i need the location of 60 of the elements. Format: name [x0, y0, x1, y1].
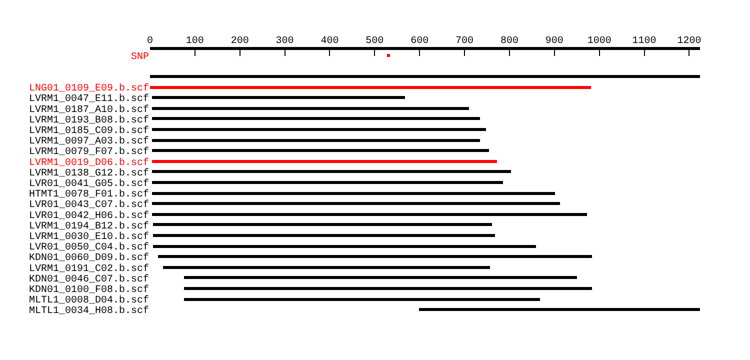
- x-tick-label: 100: [186, 36, 204, 47]
- x-tick-label: 800: [500, 36, 518, 47]
- x-tick-label: 1200: [677, 36, 702, 47]
- bar: [152, 139, 480, 142]
- y-tick-label: LVRM1_0097_A03.b.scf: [28, 136, 149, 148]
- y-tick-label: LVRM1_0187_A10.b.scf: [28, 104, 149, 116]
- y-tick-label: LVR01_0043_C07.b.scf: [28, 199, 149, 212]
- bar: [152, 170, 511, 173]
- y-tick-label: MLTL1_0008_D04.b.scf: [28, 294, 149, 307]
- bar: [152, 117, 480, 120]
- x-tick-label: 1100: [632, 36, 656, 47]
- x-tick-label: 0: [146, 36, 154, 47]
- y-tick-label: HTMT1_0078_F01.b.scf: [28, 188, 149, 201]
- bar: [158, 255, 592, 258]
- x-tick-label: 900: [545, 36, 564, 47]
- bar: [152, 107, 469, 110]
- bar: [163, 266, 490, 269]
- bar: [152, 128, 486, 131]
- bar: [387, 54, 390, 57]
- bar: [152, 149, 489, 152]
- x-tick-label: 700: [456, 36, 474, 47]
- bar: [152, 213, 587, 216]
- x-tick-label: 1000: [587, 36, 612, 47]
- bar: [152, 160, 497, 163]
- y-tick-label: LVRM1_0194_B12.b.scf: [28, 220, 149, 232]
- y-tick-label: MLTL1_0034_H08.b.scf: [28, 305, 149, 318]
- y-tick-label: LNG01_0109_E09.b.scf: [28, 82, 149, 95]
- y-tick-label: LVR01_0042_H06.b.scf: [28, 210, 149, 222]
- y-tick-label: SNP: [130, 52, 149, 63]
- bar: [152, 181, 503, 184]
- y-tick-label: LVRM1_0047_E11.b.scf: [28, 93, 149, 106]
- bar: [419, 308, 700, 311]
- bar: [152, 96, 405, 99]
- y-tick-label: LVR01_0050_C04.b.scf: [28, 242, 149, 254]
- x-tick-label: 400: [320, 36, 339, 47]
- bar: [153, 234, 495, 237]
- bar: [184, 287, 592, 290]
- y-tick-label: KDN01_0046_C07.b.scf: [28, 273, 149, 286]
- bar: [150, 86, 591, 89]
- y-tick-label: LVRM1_0019_D06.b.scf: [28, 156, 149, 169]
- y-tick-label: LVRM1_0193_B08.b.scf: [28, 114, 149, 126]
- x-tick-label: 200: [230, 36, 249, 47]
- bar: [152, 192, 555, 195]
- y-tick-label: LVRM1_0079_F07.b.scf: [28, 146, 149, 158]
- y-tick-label: LVR01_0041_G05.b.scf: [28, 178, 149, 190]
- x-tick-label: 600: [410, 36, 429, 47]
- y-tick-label: LVRM1_0030_E10.b.scf: [28, 231, 149, 243]
- bar: [184, 276, 577, 279]
- bar: [153, 245, 536, 248]
- bar: [150, 75, 700, 78]
- y-tick-label: LVRM1_0138_G12.b.scf: [28, 167, 149, 180]
- bar: [152, 202, 560, 205]
- y-tick-label: KDN01_0060_D09.b.scf: [28, 252, 149, 264]
- y-tick-label: LVRM1_0191_C02.b.scf: [28, 262, 149, 275]
- y-tick-label: LVRM1_0185_C09.b.scf: [28, 125, 149, 137]
- x-tick-label: 300: [276, 36, 294, 47]
- bar: [153, 223, 492, 226]
- y-tick-label: KDN01_0100_F08.b.scf: [28, 284, 149, 296]
- bar: [184, 298, 540, 301]
- x-tick-label: 500: [366, 36, 384, 47]
